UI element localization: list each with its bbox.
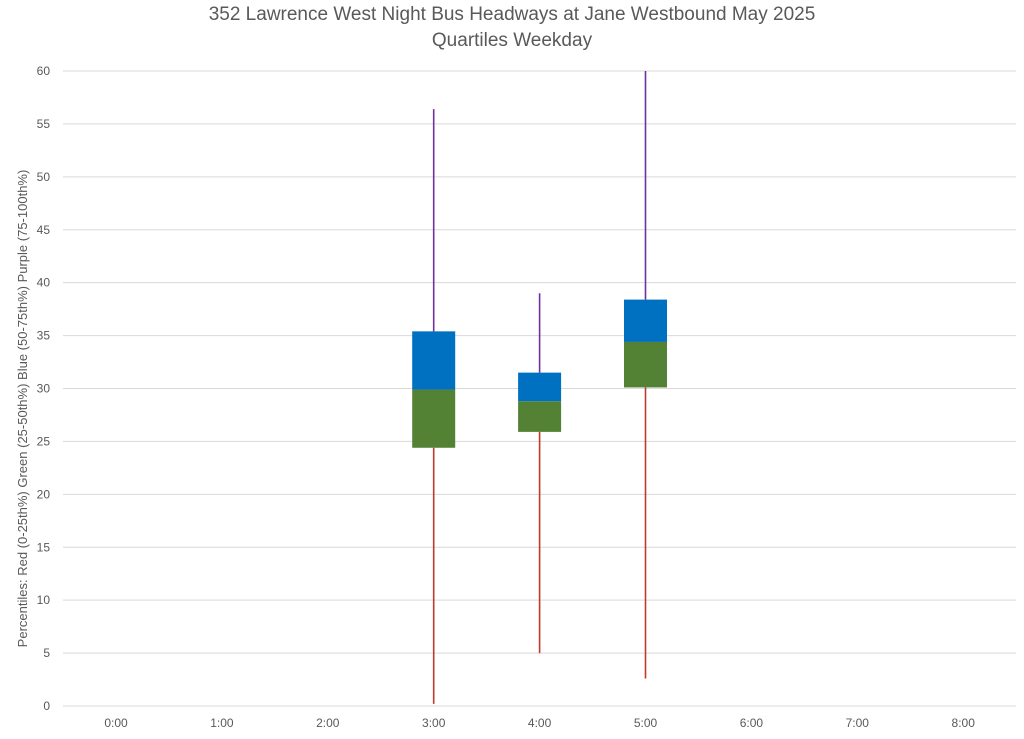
x-tick-label: 6:00: [740, 716, 764, 730]
y-tick-label: 40: [37, 276, 51, 290]
box-median-q3-300: [412, 331, 456, 390]
y-tick-label: 0: [43, 699, 50, 713]
box-median-q3-500: [624, 299, 667, 342]
y-axis-title: Percentiles: Red (0-25th%) Green (25-50t…: [15, 170, 30, 648]
x-tick-label: 7:00: [846, 716, 870, 730]
box-q1-median-500: [624, 341, 667, 388]
y-tick-label: 5: [43, 646, 50, 660]
y-tick-label: 10: [37, 593, 51, 607]
x-tick-label: 5:00: [634, 716, 658, 730]
y-tick-label: 60: [37, 64, 51, 78]
x-tick-label: 4:00: [528, 716, 552, 730]
y-tick-label: 25: [37, 434, 51, 448]
x-tick-label: 3:00: [422, 716, 446, 730]
box-median-q3-400: [518, 372, 562, 402]
x-tick-label: 8:00: [952, 716, 976, 730]
y-tick-label: 55: [37, 117, 51, 131]
x-tick-label: 2:00: [316, 716, 340, 730]
y-tick-label: 45: [37, 223, 51, 237]
x-tick-label: 0:00: [104, 716, 128, 730]
y-tick-label: 35: [37, 329, 51, 343]
box-q1-median-300: [412, 389, 456, 448]
chart-subtitle: Quartiles Weekday: [431, 30, 593, 51]
x-tick-label: 1:00: [210, 716, 234, 730]
y-tick-label: 15: [37, 540, 51, 554]
chart-title: 352 Lawrence West Night Bus Headways at …: [208, 4, 816, 25]
y-tick-label: 20: [37, 487, 51, 501]
box-q1-median-400: [518, 401, 562, 432]
y-tick-label: 50: [37, 170, 51, 184]
y-tick-label: 30: [37, 382, 51, 396]
